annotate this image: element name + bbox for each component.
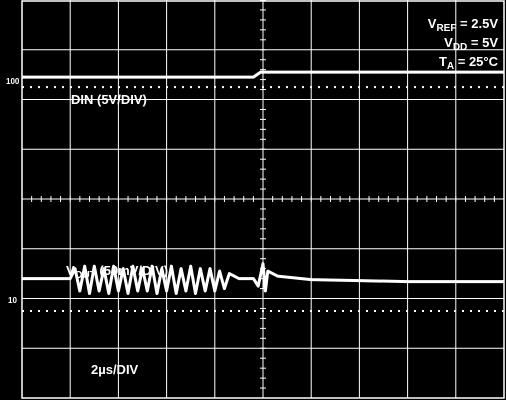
din-trace	[22, 70, 504, 79]
time-scale-label: 2µs/DIV	[91, 362, 139, 377]
grid	[21, 0, 505, 399]
vout-label: VOUT (50mV/DIV)	[66, 263, 168, 281]
marker-lower: 10	[8, 296, 17, 305]
vout-trace	[22, 262, 504, 295]
condition-ta: TA = 25°C	[439, 54, 499, 72]
traces	[22, 70, 504, 295]
condition-vdd: VDD = 5V	[444, 35, 498, 53]
condition-vref: VREF = 2.5V	[428, 16, 499, 34]
din-label: DIN (5V/DIV)	[71, 92, 147, 107]
marker-upper: 100	[6, 77, 20, 86]
